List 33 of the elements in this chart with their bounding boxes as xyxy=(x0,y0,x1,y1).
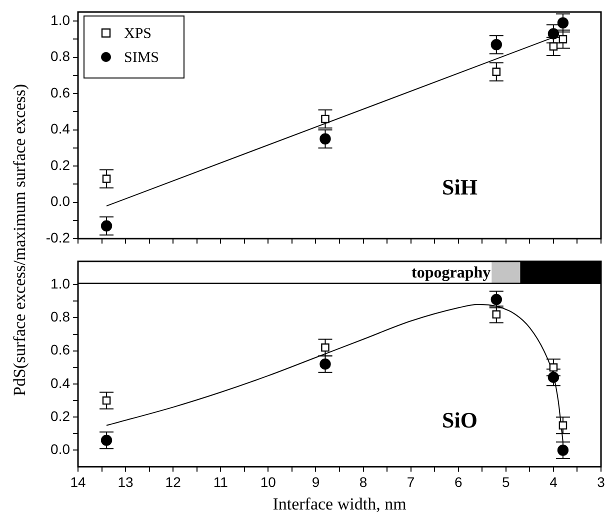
y-tick-label: 0.2 xyxy=(50,156,70,173)
y-tick-label: 0.4 xyxy=(50,374,70,391)
x-tick-label: 9 xyxy=(312,474,320,490)
x-tick-label: 4 xyxy=(550,474,558,490)
x-tick-label: 10 xyxy=(260,474,276,490)
y-tick-label: -0.2 xyxy=(46,229,70,246)
y-tick-label: 0.2 xyxy=(50,408,70,424)
y-tick-label: 0.8 xyxy=(50,48,70,64)
x-tick-label: 12 xyxy=(165,474,182,490)
x-tick-label: 3 xyxy=(597,474,606,490)
legend-label: XPS xyxy=(124,26,152,42)
x-tick-label: 13 xyxy=(118,474,134,490)
annotation: SiO xyxy=(442,407,478,432)
point xyxy=(318,355,333,373)
y-tick-label: 1.0 xyxy=(50,275,70,292)
legend-label: SIMS xyxy=(124,50,160,66)
y-tick-label: 0.6 xyxy=(50,342,70,358)
y-tick-label: 0.8 xyxy=(50,308,70,325)
x-tick-label: 14 xyxy=(70,474,86,490)
y-axis-title: PdS(surface excess/maximum surface excess) xyxy=(10,84,30,396)
y-tick-label: 1.0 xyxy=(50,12,70,28)
annotation: SiH xyxy=(442,174,478,200)
x-tick-label: 7 xyxy=(406,474,415,490)
y-tick-label: 0.0 xyxy=(50,193,70,210)
y-tick-label: 0.4 xyxy=(50,120,70,137)
band-label: topography xyxy=(412,264,491,282)
x-tick-label: 11 xyxy=(213,474,228,490)
x-tick-label: 5 xyxy=(502,474,510,490)
x-tick-label: 8 xyxy=(359,474,368,490)
y-tick-label: 0.6 xyxy=(50,84,70,100)
y-tick-label: 0.0 xyxy=(50,441,70,458)
x-axis-title: Interface width, nm xyxy=(272,494,406,514)
x-tick-label: 6 xyxy=(454,474,462,490)
